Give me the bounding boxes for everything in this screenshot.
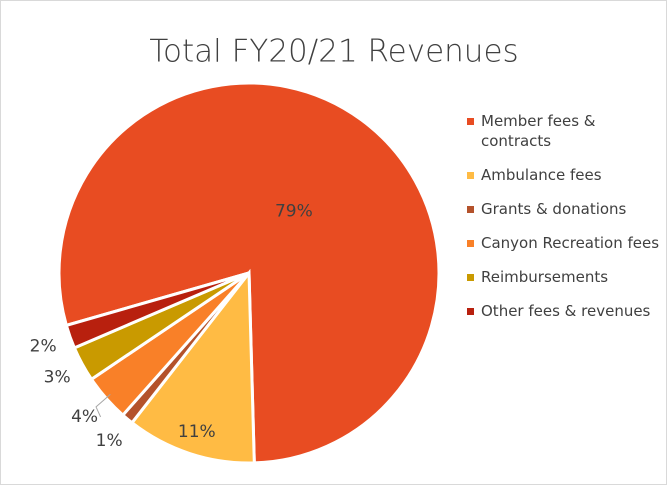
data-label: 1% xyxy=(96,431,123,451)
legend-swatch xyxy=(467,274,474,281)
chart-title: Total FY20/21 Revenues xyxy=(149,34,518,70)
legend-item: Grants & donations xyxy=(467,199,662,219)
pie-slice xyxy=(64,271,250,350)
legend-item: Member fees & contracts xyxy=(467,111,662,151)
legend-swatch xyxy=(467,240,474,247)
legend-item: Reimbursements xyxy=(467,267,662,287)
legend-label: Reimbursements xyxy=(481,268,609,286)
legend-item: Other fees & revenues xyxy=(467,301,662,321)
legend-swatch xyxy=(467,172,474,179)
legend-label: Member fees & contracts xyxy=(481,112,596,150)
legend-item: Ambulance fees xyxy=(467,165,662,185)
legend-swatch xyxy=(467,308,474,315)
legend-label: Other fees & revenues xyxy=(481,302,651,320)
legend-label: Ambulance fees xyxy=(481,166,602,184)
leader-line xyxy=(95,394,111,418)
data-label: 4% xyxy=(71,407,98,427)
legend-item: Canyon Recreation fees xyxy=(467,233,662,253)
data-label: 11% xyxy=(178,422,216,442)
legend-label: Grants & donations xyxy=(481,200,627,218)
data-label: 79% xyxy=(275,202,313,222)
legend-swatch xyxy=(467,118,474,125)
data-label: 2% xyxy=(30,336,57,356)
data-label: 3% xyxy=(44,368,71,388)
pie-slice xyxy=(129,268,256,465)
legend-swatch xyxy=(467,206,474,213)
legend-label: Canyon Recreation fees xyxy=(481,234,660,252)
legend: Member fees & contracts Ambulance fees Gra… xyxy=(467,111,662,335)
